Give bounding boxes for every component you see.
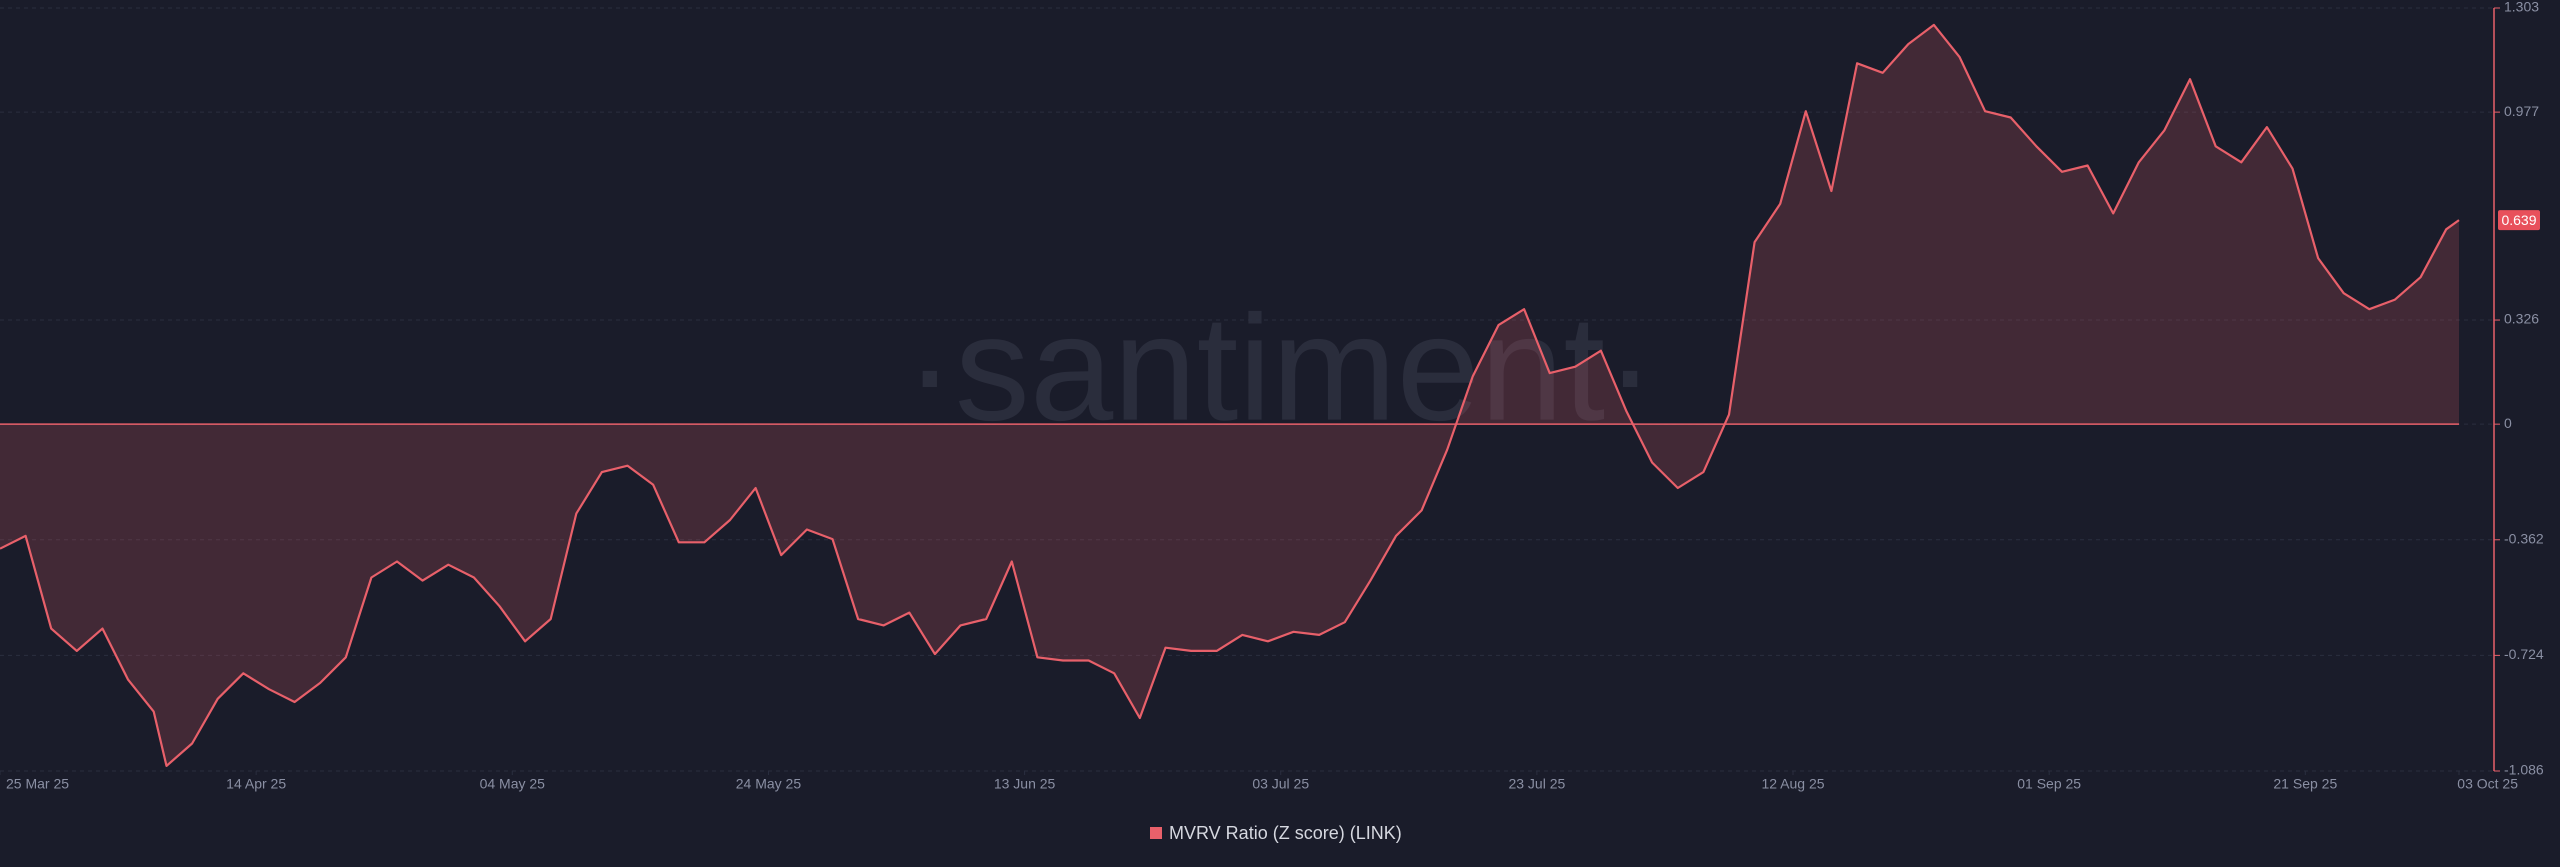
y-tick-label: -0.362	[2504, 530, 2544, 546]
x-tick-label: 14 Apr 25	[226, 776, 286, 792]
y-tick-label: 0	[2504, 415, 2512, 431]
y-tick-label: -1.086	[2504, 762, 2544, 778]
legend-swatch	[1150, 827, 1162, 839]
x-tick-label: 03 Oct 25	[2457, 776, 2518, 792]
x-tick-label: 04 May 25	[480, 776, 546, 792]
area-fill	[0, 24, 2459, 766]
x-tick-label: 01 Sep 25	[2017, 776, 2081, 792]
y-tick-label: 0.326	[2504, 311, 2539, 327]
x-tick-label: 23 Jul 25	[1508, 776, 1565, 792]
current-value-label: 0.639	[2501, 212, 2536, 228]
x-tick-label: 03 Jul 25	[1252, 776, 1309, 792]
x-tick-label: 24 May 25	[736, 776, 802, 792]
current-value-box	[2498, 210, 2540, 231]
x-tick-label: 25 Mar 25	[6, 776, 69, 792]
x-tick-label: 21 Sep 25	[2273, 776, 2337, 792]
x-tick-label: 12 Aug 25	[1761, 776, 1824, 792]
y-tick-label: -0.724	[2504, 646, 2544, 662]
y-tick-label: 0.977	[2504, 103, 2539, 119]
y-tick-label: 1.303	[2504, 0, 2539, 15]
line	[0, 23, 2460, 767]
x-tick-label: 13 Jun 25	[994, 776, 1056, 792]
legend-label: MVRV Ratio (Z score) (LINK)	[1169, 823, 1402, 843]
